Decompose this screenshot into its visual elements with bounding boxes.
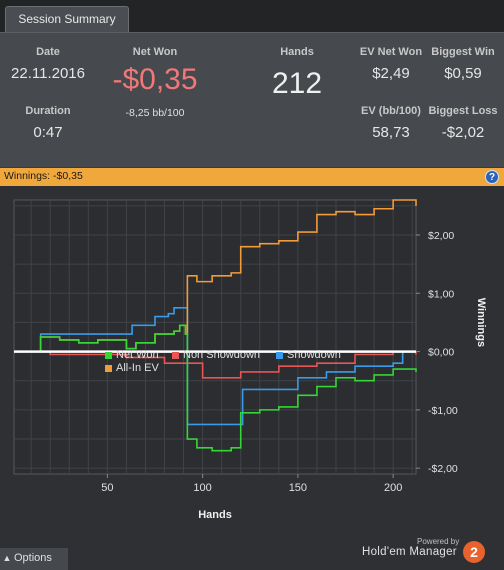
date-label: Date (36, 46, 60, 58)
biggest-win-label: Biggest Win (431, 46, 495, 58)
net-won-value: -$0,35 (112, 63, 198, 96)
y-tick-label: $1,00 (428, 288, 454, 300)
biggest-loss-value: -$2,02 (441, 124, 485, 141)
y-tick-label: $0,00 (428, 347, 454, 359)
x-tick-label: 150 (289, 482, 307, 494)
powered-by-text: Powered by (417, 537, 460, 546)
winnings-chart-panel: 50 100 150 200 -$2,00 -$1,00 $0,00 $1,00 $2,00 Ha… (0, 186, 504, 570)
legend-swatch-non-showdown (172, 351, 179, 359)
series-line-net-won (14, 324, 417, 452)
x-axis-title: Hands (198, 509, 232, 521)
tab-bar: Session Summary (0, 0, 504, 33)
ev-net-won-value: $2,49 (372, 65, 410, 82)
session-summary-panel: Date 22.11.2016 Duration 0:47 Net Won -$… (0, 32, 504, 167)
net-won-bb100: -8,25 bb/100 (125, 107, 185, 119)
legend-swatch-showdown (276, 351, 283, 359)
date-value: 22.11.2016 (11, 65, 85, 82)
legend-label-all-in-ev: All-In EV (116, 362, 159, 374)
ev-net-won-label: EV Net Won (359, 46, 423, 58)
chevron-up-icon: ▲ (2, 553, 12, 563)
x-tick-label: 200 (384, 482, 402, 494)
hm2-logo: 2 (463, 541, 485, 563)
question-icon[interactable]: ? (485, 170, 499, 184)
tab-session-summary[interactable]: Session Summary (5, 6, 129, 33)
y-tick-label: $2,00 (428, 230, 454, 242)
ev-bb100-value: 58,73 (372, 124, 410, 141)
legend-item-non-showdown: Non Showdown (172, 349, 260, 361)
hands-label: Hands (280, 46, 314, 58)
brand-name: Hold'em Manager (362, 546, 457, 558)
hands-value: 212 (271, 67, 323, 100)
legend-item-net-won: Net Won (105, 349, 159, 361)
x-tick-label: 100 (193, 482, 211, 494)
plot-area (13, 199, 417, 475)
y-tick-label: -$1,00 (428, 405, 458, 417)
legend-label-non-showdown: Non Showdown (183, 349, 261, 361)
biggest-loss-label: Biggest Loss (428, 105, 498, 117)
legend-label-showdown: Showdown (287, 349, 341, 361)
net-won-label: Net Won (132, 46, 178, 58)
y-tick-label: -$2,00 (428, 463, 458, 475)
legend-swatch-all-in-ev (105, 364, 112, 372)
biggest-win-value: $0,59 (444, 65, 482, 82)
x-tick-label: 50 (101, 482, 113, 494)
legend-label-net-won: Net Won (116, 349, 159, 361)
duration-label: Duration (25, 105, 71, 117)
legend-swatch-net-won (105, 351, 112, 359)
y-axis-title: Winnings (475, 298, 487, 347)
options-label: Options (14, 552, 52, 564)
ev-bb100-label: EV (bb/100) (361, 105, 421, 117)
winnings-bar-title: Winnings: -$0,35 (4, 170, 83, 182)
duration-value: 0:47 (33, 124, 63, 141)
winnings-bar: Winnings: -$0,35 ? (0, 168, 504, 186)
options-button[interactable]: ▲ Options (0, 548, 68, 570)
winnings-chart: 50 100 150 200 -$2,00 -$1,00 $0,00 $1,00 $2,00 Ha… (13, 199, 487, 521)
legend-item-all-in-ev: All-In EV (105, 362, 159, 374)
legend-item-showdown: Showdown (276, 349, 341, 361)
